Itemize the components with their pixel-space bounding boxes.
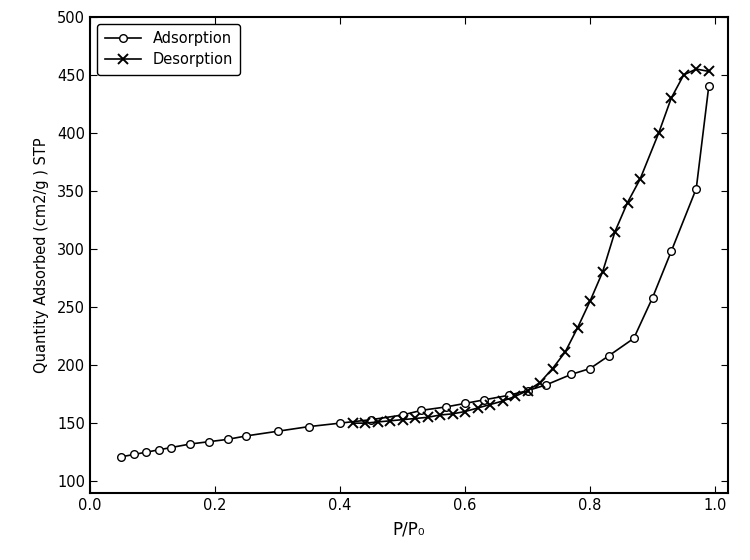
Adsorption bbox=[442, 404, 451, 410]
Desorption bbox=[423, 414, 432, 421]
Adsorption bbox=[479, 396, 488, 403]
Desorption bbox=[448, 410, 457, 417]
Desorption bbox=[680, 72, 688, 78]
Y-axis label: Quantity Adsorbed (cm2/g ) STP: Quantity Adsorbed (cm2/g ) STP bbox=[34, 137, 49, 372]
Desorption bbox=[704, 68, 713, 74]
Adsorption bbox=[117, 454, 126, 460]
Adsorption bbox=[223, 436, 232, 443]
Line: Adsorption: Adsorption bbox=[118, 83, 712, 461]
Desorption bbox=[348, 420, 357, 427]
Desorption bbox=[473, 405, 482, 412]
Desorption bbox=[560, 349, 569, 356]
Desorption bbox=[523, 388, 532, 394]
Desorption bbox=[398, 416, 407, 423]
Adsorption bbox=[242, 432, 250, 439]
Desorption bbox=[692, 66, 700, 72]
Adsorption bbox=[367, 416, 376, 423]
Adsorption bbox=[667, 248, 676, 255]
Adsorption bbox=[604, 352, 613, 359]
Adsorption bbox=[586, 365, 595, 372]
Adsorption bbox=[542, 381, 550, 388]
Adsorption bbox=[629, 335, 638, 342]
Adsorption bbox=[648, 295, 657, 301]
Adsorption bbox=[204, 438, 213, 445]
Desorption bbox=[498, 398, 507, 404]
Desorption bbox=[598, 269, 607, 276]
Adsorption bbox=[273, 428, 282, 435]
Adsorption bbox=[504, 392, 513, 399]
Desorption bbox=[536, 379, 544, 386]
Legend: Adsorption, Desorption: Adsorption, Desorption bbox=[98, 24, 240, 74]
Adsorption bbox=[185, 441, 194, 447]
Desorption bbox=[548, 365, 557, 372]
Desorption bbox=[410, 415, 419, 422]
Adsorption bbox=[335, 420, 344, 427]
Adsorption bbox=[523, 388, 532, 394]
Adsorption bbox=[567, 371, 576, 378]
Desorption bbox=[635, 176, 644, 183]
Desorption bbox=[573, 325, 582, 332]
Desorption bbox=[667, 95, 676, 101]
Adsorption bbox=[704, 83, 713, 90]
Desorption bbox=[511, 393, 520, 400]
Adsorption bbox=[154, 446, 164, 453]
Adsorption bbox=[692, 185, 700, 192]
Desorption bbox=[436, 412, 445, 418]
X-axis label: P/P₀: P/P₀ bbox=[392, 521, 425, 539]
Adsorption bbox=[166, 444, 176, 451]
Desorption bbox=[361, 420, 370, 427]
Desorption bbox=[623, 199, 632, 206]
Adsorption bbox=[129, 451, 138, 458]
Desorption bbox=[654, 129, 663, 136]
Adsorption bbox=[304, 423, 313, 430]
Desorption bbox=[373, 419, 382, 426]
Desorption bbox=[386, 417, 394, 424]
Adsorption bbox=[417, 407, 426, 414]
Adsorption bbox=[142, 449, 151, 455]
Desorption bbox=[460, 408, 470, 415]
Desorption bbox=[610, 228, 620, 235]
Desorption bbox=[586, 298, 595, 305]
Adsorption bbox=[398, 412, 407, 418]
Line: Desorption: Desorption bbox=[348, 64, 713, 428]
Desorption bbox=[485, 401, 494, 408]
Adsorption bbox=[460, 400, 470, 407]
